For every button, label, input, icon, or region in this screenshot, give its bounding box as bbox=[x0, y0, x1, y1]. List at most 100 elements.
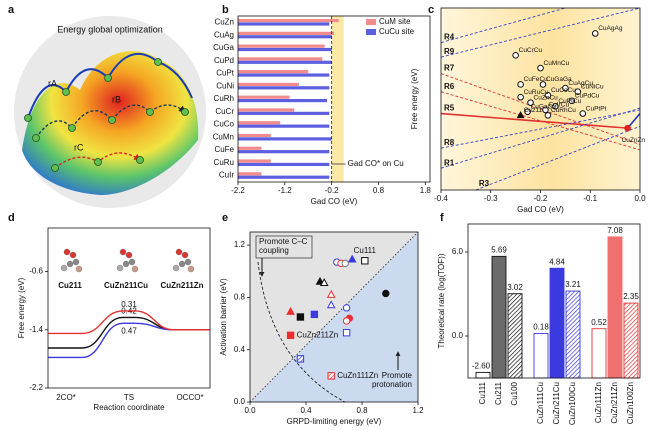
point bbox=[624, 124, 631, 132]
point-label: CuZn111Zn bbox=[337, 371, 378, 380]
x-tick-label: 0.4 bbox=[300, 406, 312, 415]
atom bbox=[69, 251, 77, 259]
line-label: R8 bbox=[444, 138, 455, 147]
point bbox=[327, 372, 335, 380]
legend-label: CuZn211Zn bbox=[160, 281, 203, 290]
y-tick-label: 1.2 bbox=[234, 240, 246, 249]
y-tick-label: CuIr bbox=[219, 171, 234, 180]
x-tick-label: -0.3 bbox=[484, 194, 498, 203]
point-label: Cu111 bbox=[354, 246, 377, 255]
point-label: CuPtCu bbox=[558, 98, 581, 105]
point bbox=[310, 310, 319, 319]
x-tick-label: -0.2 bbox=[534, 194, 548, 203]
bar bbox=[238, 121, 281, 125]
point-label: CuGaGa bbox=[546, 76, 572, 83]
y-tick-label: CuZn bbox=[214, 17, 234, 26]
x-tick-label: -1.2 bbox=[278, 186, 292, 195]
line-label: R6 bbox=[444, 82, 455, 91]
illustration-title: Energy global optimization bbox=[57, 24, 163, 34]
bar bbox=[623, 302, 639, 379]
y-tick-label: CuMn bbox=[213, 132, 234, 141]
line bbox=[441, 112, 628, 129]
annotation: Promote C–C bbox=[259, 237, 308, 246]
y-tick-label: CuFe bbox=[214, 145, 234, 154]
boundary-curve bbox=[257, 261, 346, 403]
connector bbox=[134, 310, 175, 331]
line bbox=[441, 8, 640, 58]
panel-label: b bbox=[222, 4, 229, 16]
bar bbox=[238, 162, 330, 167]
x-tick-label: CuZn111Cu bbox=[536, 382, 545, 424]
point bbox=[342, 317, 351, 325]
y-tick-label: -1.4 bbox=[29, 325, 43, 334]
point-label: CuRhCu bbox=[551, 107, 576, 114]
y-tick-label: 0.4 bbox=[234, 345, 246, 354]
y-tick-label: CuCr bbox=[215, 107, 234, 116]
x-tick-label: Cu211 bbox=[494, 381, 503, 405]
y-axis-label: Free energy (eV) bbox=[17, 277, 26, 338]
y-tick-label: CuPd bbox=[214, 56, 234, 65]
reference-label: Gad CO* on Cu bbox=[348, 159, 404, 168]
divider bbox=[249, 231, 419, 403]
atom bbox=[172, 264, 180, 272]
plot-frame bbox=[467, 223, 641, 379]
y-tick-label: CuRu bbox=[214, 158, 234, 167]
bar bbox=[591, 328, 607, 379]
x-tick-label: -0.4 bbox=[434, 194, 448, 203]
point-label: CuMnCu bbox=[544, 60, 570, 67]
structure bbox=[116, 248, 139, 273]
value-label: 3.02 bbox=[507, 283, 523, 292]
point bbox=[342, 328, 351, 337]
x-tick-label: CuZn100Zn bbox=[626, 382, 635, 424]
point-label: CuIrCu bbox=[548, 102, 569, 109]
point bbox=[341, 259, 349, 268]
bar bbox=[238, 172, 262, 176]
plot-frame bbox=[237, 15, 431, 183]
line-label: R3 bbox=[479, 179, 490, 188]
bar bbox=[238, 150, 330, 154]
legend-label: CuZn211Cu bbox=[104, 281, 148, 290]
annotation-box bbox=[255, 235, 313, 259]
value-label: 4.84 bbox=[549, 257, 565, 266]
point-label: CuNiCu bbox=[581, 83, 604, 90]
x-tick-label: 2CO* bbox=[56, 393, 76, 402]
atom bbox=[66, 260, 74, 268]
x-tick-label: 0.8 bbox=[356, 406, 368, 415]
structure bbox=[60, 248, 83, 273]
point bbox=[296, 313, 305, 321]
x-tick-label: Cu111 bbox=[478, 381, 487, 404]
point bbox=[562, 84, 569, 92]
value-label: 2.35 bbox=[623, 292, 639, 301]
x-tick-label: -0.2 bbox=[325, 186, 339, 195]
point-label: CuAgAg bbox=[598, 25, 623, 32]
panel-label: e bbox=[222, 212, 228, 224]
atom bbox=[119, 248, 127, 256]
legend-label: CuCu site bbox=[379, 27, 415, 36]
y-tick-label: CuAg bbox=[214, 30, 234, 39]
x-tick-label: CuZn100Cu bbox=[568, 382, 577, 425]
point bbox=[544, 112, 552, 119]
bar bbox=[491, 255, 507, 379]
bar bbox=[238, 35, 332, 39]
x-axis-label: GRPD-limiting energy (eV) bbox=[287, 417, 382, 426]
point-label: CuPtPt bbox=[586, 105, 607, 112]
value-label: 7.08 bbox=[607, 226, 623, 235]
background bbox=[441, 8, 640, 190]
x-tick-label: 0.8 bbox=[373, 186, 385, 195]
point bbox=[319, 278, 329, 287]
path-arrow bbox=[35, 104, 186, 139]
legend-label: CuM site bbox=[379, 17, 411, 26]
y-tick-label: 0.8 bbox=[234, 292, 246, 301]
value-label: 3.21 bbox=[565, 280, 581, 289]
line bbox=[441, 73, 640, 145]
bar bbox=[549, 267, 565, 379]
line bbox=[441, 91, 640, 151]
y-tick-label: CuGa bbox=[213, 43, 234, 52]
x-tick-label: OCCO* bbox=[176, 393, 203, 402]
atom bbox=[184, 258, 192, 266]
bar bbox=[238, 95, 290, 99]
legend-swatch bbox=[366, 19, 376, 25]
point-label: CuRuCu bbox=[524, 89, 549, 96]
bar bbox=[238, 60, 332, 64]
point bbox=[591, 30, 599, 37]
